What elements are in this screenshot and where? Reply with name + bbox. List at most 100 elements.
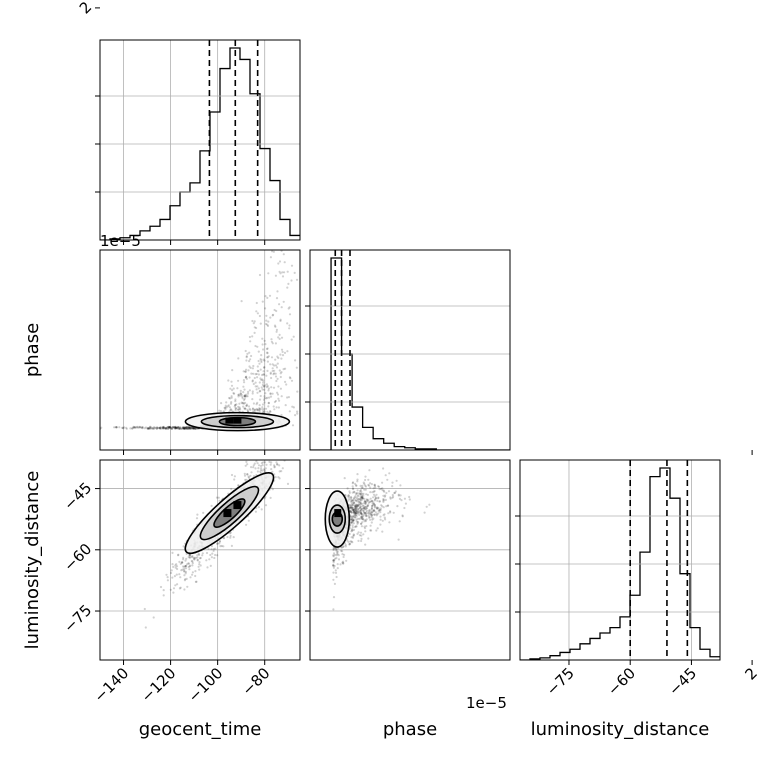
scatter-point — [408, 498, 411, 501]
scatter-point — [359, 502, 362, 505]
scatter-point — [278, 337, 281, 340]
scatter-point — [244, 407, 247, 410]
scatter-point — [188, 553, 192, 557]
scatter-point — [369, 513, 373, 516]
scatter-point — [351, 529, 354, 532]
scatter-point — [364, 478, 367, 482]
scatter-point — [261, 378, 264, 381]
scatter-point — [256, 385, 259, 388]
scatter-point — [210, 504, 213, 507]
scatter-point — [188, 568, 191, 571]
scatter-point — [256, 376, 259, 379]
scatter-point — [170, 426, 173, 429]
scatter-point — [276, 391, 279, 394]
scatter-point — [365, 509, 368, 513]
scatter-point — [288, 376, 291, 379]
scatter-point — [351, 524, 354, 527]
scatter-point — [352, 509, 355, 512]
scatter-point — [158, 427, 161, 430]
scatter-point — [246, 408, 249, 411]
scatter-point — [192, 427, 195, 430]
scatter-point — [265, 319, 268, 322]
scatter-point — [143, 607, 146, 611]
scatter-point — [332, 559, 335, 562]
scatter-point — [176, 567, 179, 571]
scatter-point — [371, 500, 374, 503]
scatter-point — [363, 507, 366, 510]
scatter-point — [395, 479, 398, 482]
scatter-point — [363, 508, 366, 511]
scatter-point — [179, 586, 182, 589]
scatter-point — [393, 491, 396, 495]
scatter-point — [258, 314, 261, 318]
scatter-point — [357, 494, 360, 497]
scatter-point — [336, 552, 339, 555]
scatter-point — [344, 543, 347, 547]
scatter-point — [191, 555, 194, 558]
scatter-point — [243, 395, 246, 398]
scatter-point — [174, 427, 177, 430]
scatter-point — [186, 427, 189, 430]
scatter-point — [356, 478, 359, 481]
scatter-point — [159, 427, 162, 430]
scatter-point — [373, 505, 377, 508]
scatter-point — [266, 351, 269, 354]
scatter-point — [349, 498, 352, 501]
scatter-point — [235, 403, 238, 406]
scatter-point — [278, 260, 282, 263]
scatter-point — [283, 261, 286, 264]
scatter-point — [425, 505, 428, 508]
scatter-point — [198, 563, 201, 566]
scatter-point — [184, 564, 188, 568]
scatter-point — [333, 559, 336, 562]
scatter-point — [230, 396, 233, 399]
scatter-point — [222, 545, 225, 548]
scatter-point — [273, 400, 276, 404]
scatter-point — [243, 474, 247, 477]
scatter-point — [370, 516, 373, 519]
density-peak-cell — [223, 509, 232, 518]
scatter-point — [356, 492, 359, 495]
scatter-point — [359, 501, 362, 504]
scatter-point — [344, 494, 347, 497]
scatter-point — [185, 563, 189, 566]
scatter-point — [261, 408, 264, 411]
scatter-point — [280, 395, 283, 398]
scatter-point — [360, 496, 363, 499]
scatter-point — [267, 387, 270, 390]
scatter-point — [188, 426, 191, 429]
scatter-point — [168, 426, 171, 429]
scatter-point — [169, 588, 172, 591]
scatter-point — [361, 492, 364, 495]
scatter-point — [392, 495, 395, 498]
scatter-point — [262, 385, 265, 388]
scatter-point — [337, 558, 341, 561]
scatter-point — [360, 516, 363, 519]
scatter-point — [185, 426, 188, 429]
scatter-point — [177, 427, 180, 430]
scatter-point — [353, 510, 356, 514]
histogram-geocent_time — [100, 47, 300, 240]
scatter-point — [168, 426, 171, 429]
scatter-point — [372, 493, 376, 496]
scatter-point — [266, 347, 269, 350]
scatter-point — [264, 384, 267, 387]
scatter-point — [381, 505, 384, 508]
scatter-point — [359, 509, 362, 512]
scatter-point — [256, 470, 259, 473]
scatter-point — [374, 496, 378, 499]
scatter-point — [141, 427, 144, 430]
scatter-point — [357, 504, 360, 507]
scatter-point — [361, 496, 364, 499]
scatter-point — [115, 426, 118, 429]
scatter-point — [186, 426, 189, 429]
scatter-point — [363, 527, 367, 530]
scatter-point — [364, 508, 367, 511]
scatter-point — [277, 262, 280, 265]
scatter-point — [267, 401, 270, 404]
scatter-point — [256, 312, 259, 315]
scatter-point — [178, 427, 181, 430]
scatter-point — [254, 467, 257, 470]
scatter-point — [381, 489, 384, 492]
scatter-point — [358, 534, 361, 537]
